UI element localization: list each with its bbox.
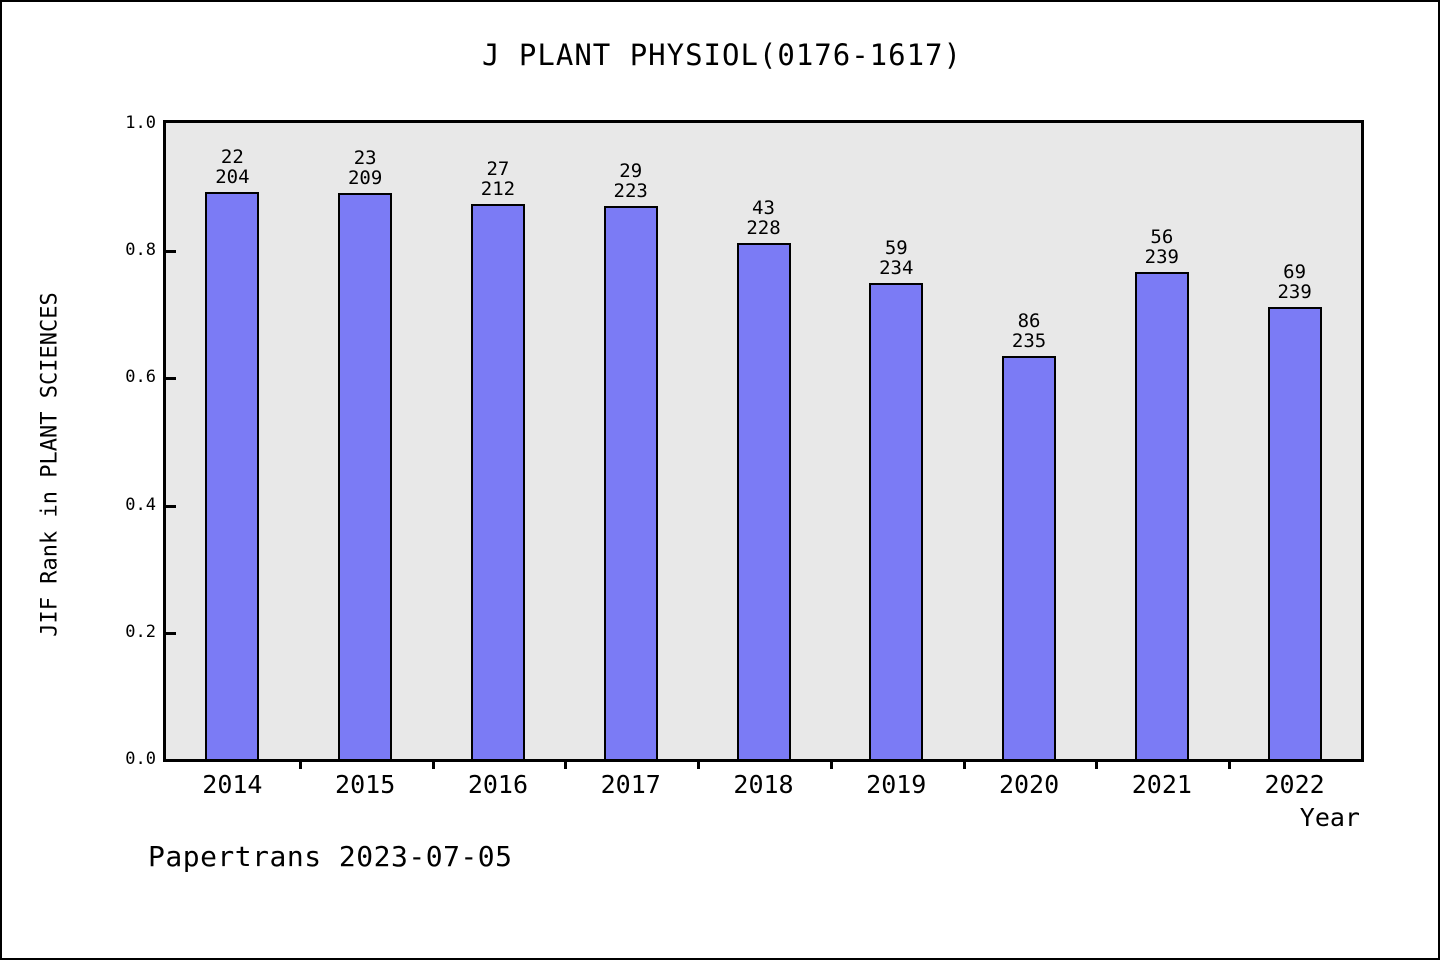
x-tick-mark-2 (564, 759, 568, 769)
x-tick-mark-0 (298, 759, 302, 769)
y-tick-mark-0.6 (163, 377, 176, 381)
y-axis-title: JIF Rank in PLANT SCIENCES (37, 292, 63, 637)
x-tick-label-2022: 2022 (1264, 770, 1325, 799)
y-tick-label-0.4: 0.4 (125, 494, 156, 515)
bar-total-2016: 212 (480, 177, 516, 200)
x-tick-label-2018: 2018 (733, 770, 794, 799)
bar-rect-2015[interactable] (338, 192, 393, 759)
bar-rect-2017[interactable] (603, 205, 658, 759)
bar-2017[interactable]: 29 223 (603, 123, 658, 759)
bar-rank-2016: 27 (486, 157, 510, 180)
bar-rank-2021: 56 (1150, 225, 1174, 248)
x-tick-mark-7 (1228, 759, 1232, 769)
x-tick-label-2014: 2014 (202, 770, 263, 799)
bar-total-2017: 223 (613, 179, 648, 202)
bar-value-label-2016: 27 212 (481, 159, 515, 199)
x-tick-mark-5 (962, 759, 966, 769)
bar-total-2019: 234 (879, 257, 914, 280)
bar-value-label-2015: 23 209 (348, 148, 382, 188)
bar-rect-2019[interactable] (869, 283, 924, 759)
y-tick-mark-0.2 (163, 631, 176, 635)
bar-2014[interactable]: 22 204 (205, 123, 260, 759)
x-tick-label-2020: 2020 (998, 770, 1060, 799)
bar-value-label-2017: 29 223 (614, 161, 648, 201)
bar-2015[interactable]: 23 209 (338, 123, 393, 759)
x-tick-mark-1 (431, 759, 435, 769)
bar-2020[interactable]: 86 235 (1002, 123, 1057, 759)
y-tick-label-0.2: 0.2 (125, 621, 156, 642)
y-tick-label-0.8: 0.8 (125, 240, 156, 261)
y-tick-label-0.6: 0.6 (125, 367, 156, 388)
bar-rank-2017: 29 (619, 159, 643, 182)
bar-total-2014: 204 (215, 165, 250, 188)
footer-note: Papertrans 2023-07-05 (148, 840, 513, 873)
bar-rank-2018: 43 (752, 197, 775, 220)
bar-total-2018: 228 (746, 217, 781, 240)
bar-rect-2018[interactable] (736, 243, 791, 759)
bar-total-2020: 235 (1011, 329, 1047, 352)
x-tick-mark-3 (697, 759, 701, 769)
y-tick-mark-0.8 (163, 250, 176, 254)
bar-2018[interactable]: 43 228 (736, 123, 791, 759)
chart-title: J PLANT PHYSIOL(0176-1617) (482, 38, 962, 72)
bar-rect-2022[interactable] (1267, 306, 1322, 759)
bars-container: 22 204 23 209 27 212 29 223 43 228 59 234 86 235 56 239… (166, 123, 1361, 759)
bar-rank-2015: 23 (353, 146, 377, 169)
bar-2022[interactable]: 69 239 (1267, 123, 1322, 759)
bar-2019[interactable]: 59 234 (869, 123, 924, 759)
bar-2021[interactable]: 56 239 (1134, 123, 1189, 759)
bar-value-label-2014: 22 204 (215, 147, 249, 187)
x-tick-label-2017: 2017 (600, 770, 661, 799)
plot-area: 22 204 23 209 27 212 29 223 43 228 59 234 86 235 56 239… (163, 120, 1364, 762)
bar-rank-2014: 22 (220, 145, 244, 168)
y-tick-mark-0.4 (163, 504, 176, 508)
bar-value-label-2018: 43 228 (746, 198, 780, 238)
bar-rect-2016[interactable] (470, 203, 525, 759)
y-tick-label-1.0: 1.0 (125, 113, 156, 133)
bar-value-label-2021: 56 239 (1145, 227, 1179, 267)
x-tick-mark-4 (829, 759, 833, 769)
bar-total-2021: 239 (1144, 245, 1179, 268)
bar-2016[interactable]: 27 212 (470, 123, 525, 759)
bar-rank-2019: 59 (884, 237, 908, 260)
x-tick-label-2015: 2015 (335, 770, 396, 799)
bar-value-label-2019: 59 234 (879, 238, 913, 278)
y-tick-label-0.0: 0.0 (125, 749, 156, 769)
x-tick-label-2021: 2021 (1131, 770, 1192, 799)
y-axis-tick-labels: 0.0 0.2 0.4 0.6 0.8 1.0 (98, 113, 156, 769)
bar-total-2015: 209 (347, 166, 383, 189)
bar-value-label-2020: 86 235 (1012, 311, 1046, 351)
bar-rank-2022: 69 (1283, 260, 1307, 283)
x-tick-label-2019: 2019 (866, 770, 927, 799)
bar-rect-2020[interactable] (1002, 355, 1057, 759)
x-axis-title: Year (1299, 803, 1360, 832)
x-tick-label-2016: 2016 (467, 770, 529, 799)
bar-rect-2021[interactable] (1134, 271, 1189, 759)
bar-value-label-2022: 69 239 (1277, 262, 1311, 302)
bar-rank-2020: 86 (1017, 309, 1041, 332)
x-tick-mark-6 (1095, 759, 1099, 769)
bar-rect-2014[interactable] (205, 191, 260, 759)
bar-total-2022: 239 (1277, 280, 1312, 303)
